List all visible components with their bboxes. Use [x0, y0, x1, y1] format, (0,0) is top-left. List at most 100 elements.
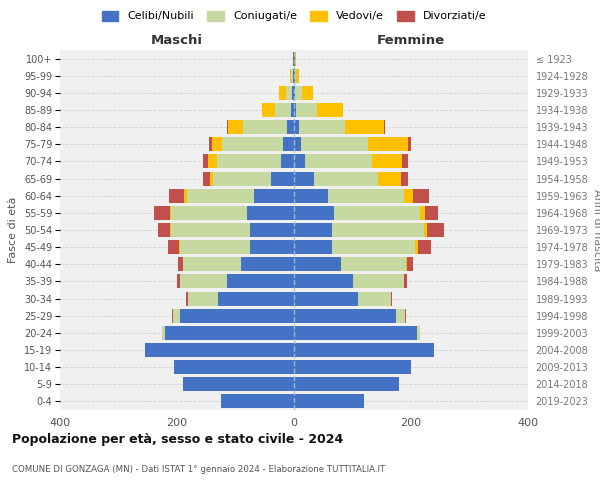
Bar [163, 326, 166, 340]
Bar [294, 154, 305, 168]
Bar [280, 86, 286, 100]
Bar [229, 120, 243, 134]
Bar [294, 223, 332, 237]
Bar [203, 172, 211, 185]
Bar [275, 103, 291, 117]
Bar [294, 308, 397, 322]
Bar [294, 258, 341, 272]
Bar [407, 258, 413, 272]
Bar [418, 240, 431, 254]
Bar [158, 223, 170, 237]
Bar [286, 86, 292, 100]
Bar [383, 120, 385, 134]
Bar [294, 240, 332, 254]
Bar [301, 138, 368, 151]
Bar [171, 206, 247, 220]
Bar [180, 308, 294, 322]
Bar [421, 206, 425, 220]
Bar [294, 292, 358, 306]
Bar [293, 68, 294, 82]
Bar [203, 154, 208, 168]
Bar [290, 68, 291, 82]
Bar [294, 343, 434, 357]
Bar [341, 258, 406, 272]
Bar [180, 274, 227, 288]
Bar [221, 394, 294, 408]
Bar [218, 292, 294, 306]
Bar [294, 172, 314, 185]
Bar [177, 274, 180, 288]
Bar [317, 103, 343, 117]
Bar [187, 188, 254, 202]
Bar [168, 240, 179, 254]
Bar [294, 274, 353, 288]
Bar [281, 154, 294, 168]
Bar [145, 343, 294, 357]
Bar [377, 172, 401, 185]
Text: Popolazione per età, sesso e stato civile - 2024: Popolazione per età, sesso e stato civil… [12, 432, 343, 446]
Bar [294, 378, 400, 392]
Bar [178, 258, 183, 272]
Bar [227, 274, 294, 288]
Bar [222, 138, 283, 151]
Bar [291, 103, 294, 117]
Bar [425, 206, 438, 220]
Bar [173, 308, 180, 322]
Bar [180, 240, 250, 254]
Bar [332, 223, 424, 237]
Bar [397, 308, 405, 322]
Bar [292, 86, 294, 100]
Bar [227, 120, 229, 134]
Bar [184, 188, 187, 202]
Bar [295, 86, 302, 100]
Bar [294, 188, 328, 202]
Bar [372, 154, 402, 168]
Bar [296, 68, 299, 82]
Bar [291, 68, 293, 82]
Text: COMUNE DI GONZAGA (MN) - Dati ISTAT 1° gennaio 2024 - Elaborazione TUTTITALIA.IT: COMUNE DI GONZAGA (MN) - Dati ISTAT 1° g… [12, 466, 385, 474]
Bar [172, 308, 173, 322]
Bar [346, 120, 383, 134]
Bar [294, 138, 301, 151]
Bar [209, 138, 212, 151]
Text: Maschi: Maschi [151, 34, 203, 46]
Bar [254, 188, 294, 202]
Bar [305, 154, 372, 168]
Bar [408, 138, 411, 151]
Bar [334, 206, 421, 220]
Bar [294, 326, 417, 340]
Bar [169, 188, 184, 202]
Bar [212, 138, 222, 151]
Bar [217, 154, 281, 168]
Y-axis label: Fasce di età: Fasce di età [8, 197, 19, 263]
Bar [358, 292, 391, 306]
Bar [287, 120, 294, 134]
Text: Femmine: Femmine [377, 34, 445, 46]
Bar [302, 86, 313, 100]
Bar [424, 223, 427, 237]
Bar [166, 326, 294, 340]
Bar [294, 120, 299, 134]
Bar [295, 68, 296, 82]
Bar [332, 240, 415, 254]
Bar [208, 154, 217, 168]
Bar [391, 292, 392, 306]
Bar [427, 223, 444, 237]
Bar [294, 103, 296, 117]
Legend: Celibi/Nubili, Coniugati/e, Vedovi/e, Divorziati/e: Celibi/Nubili, Coniugati/e, Vedovi/e, Di… [102, 10, 486, 22]
Bar [328, 188, 404, 202]
Bar [262, 103, 275, 117]
Y-axis label: Anni di nascita: Anni di nascita [592, 188, 600, 271]
Bar [417, 326, 420, 340]
Bar [405, 308, 406, 322]
Bar [247, 206, 294, 220]
Bar [211, 172, 213, 185]
Bar [314, 172, 377, 185]
Bar [183, 258, 241, 272]
Bar [250, 240, 294, 254]
Bar [243, 120, 287, 134]
Bar [294, 86, 295, 100]
Bar [295, 52, 296, 66]
Bar [188, 292, 218, 306]
Bar [368, 138, 408, 151]
